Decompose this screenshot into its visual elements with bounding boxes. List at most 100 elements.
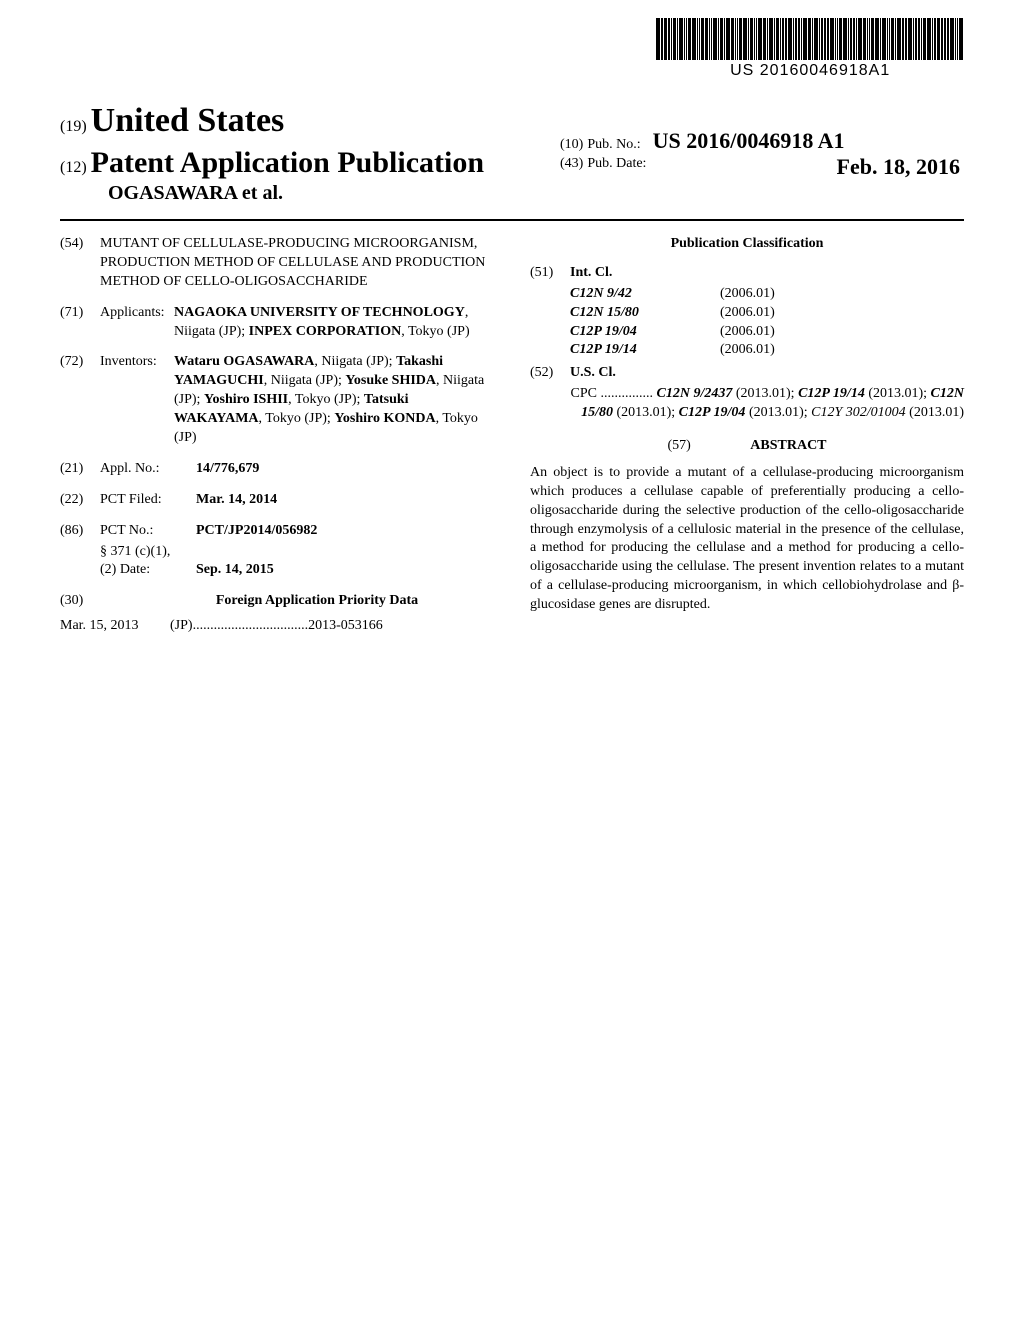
cpc-code: C12P 19/14 <box>798 386 865 401</box>
barcode-bar <box>889 18 890 60</box>
barcode-bar <box>848 18 849 60</box>
num-21: (21) <box>60 460 100 479</box>
applicants-body: NAGAOKA UNIVERSITY OF TECHNOLOGY, Niigat… <box>174 304 494 342</box>
barcode-bar <box>798 18 801 60</box>
barcode-bar <box>795 18 796 60</box>
applicant-1-name: NAGAOKA UNIVERSITY OF TECHNOLOGY <box>174 305 465 320</box>
intcl-row: C12N 15/80(2006.01) <box>570 304 964 323</box>
barcode-bar <box>726 18 730 60</box>
pct-no: PCT/JP2014/056982 <box>196 522 494 541</box>
priority-cc: (JP) <box>170 617 193 636</box>
inv2-loc: , Niigata (JP); <box>264 373 346 388</box>
num-72: (72) <box>60 353 100 447</box>
barcode-bar <box>947 18 948 60</box>
barcode-bar <box>915 18 916 60</box>
barcode-bar <box>869 18 870 60</box>
priority-row: Mar. 15, 2013 (JP) .....................… <box>60 617 494 636</box>
barcode-bar <box>743 18 747 60</box>
barcode-block: US 20160046918A1 <box>656 18 964 80</box>
uscl-label: U.S. Cl. <box>570 364 964 383</box>
barcode-bar <box>858 18 862 60</box>
barcode-bar <box>814 18 818 60</box>
priority-num: 2013-053166 <box>308 617 383 636</box>
priority-date: Mar. 15, 2013 <box>60 617 170 636</box>
num-51: (51) <box>530 264 570 283</box>
pct-filed: Mar. 14, 2014 <box>196 491 494 510</box>
invention-title: MUTANT OF CELLULASE-PRODUCING MICROORGAN… <box>100 235 494 292</box>
inventors-body: Wataru OGASAWARA, Niigata (JP); Takashi … <box>174 353 494 447</box>
cpc-prefix: CPC ............... <box>571 386 657 401</box>
field-371-2: (2) Date: Sep. 14, 2015 <box>60 561 494 580</box>
barcode-bar <box>668 18 669 60</box>
field-57: (57) ABSTRACT <box>530 437 964 456</box>
barcode-bar <box>902 18 903 60</box>
barcode-bar <box>679 18 683 60</box>
barcode-bar <box>824 18 827 60</box>
num-71: (71) <box>60 304 100 342</box>
barcode-bar <box>731 18 734 60</box>
barcode-bar <box>692 18 696 60</box>
barcode-bar <box>891 18 894 60</box>
barcode-bar <box>905 18 908 60</box>
barcode-bar <box>863 18 866 60</box>
pub-no: US 2016/0046918 A1 <box>653 128 845 153</box>
cpc-suffix: (2013.01); <box>732 386 798 401</box>
barcode-bar <box>871 18 874 60</box>
barcode-bar <box>718 18 719 60</box>
barcode-bar <box>944 18 947 60</box>
barcode-bar <box>684 18 685 60</box>
barcode-bar <box>661 18 662 60</box>
pct-filed-label: PCT Filed: <box>100 491 196 510</box>
barcode-bar <box>782 18 783 60</box>
s371-date: Sep. 14, 2015 <box>196 561 494 580</box>
intcl-code: C12P 19/04 <box>570 323 720 342</box>
s371-label: § 371 (c)(1), <box>100 543 196 562</box>
barcode-bar <box>739 18 742 60</box>
priority-dots: ................................. <box>193 617 309 636</box>
inv6-name: Yoshiro KONDA <box>334 411 435 426</box>
barcode-number: US 20160046918A1 <box>656 62 964 80</box>
barcode-bar <box>950 18 954 60</box>
barcode-bar <box>921 18 922 60</box>
barcode-bar <box>821 18 822 60</box>
applicants-label: Applicants: <box>100 304 174 342</box>
right-column: Publication Classification (51) Int. Cl.… <box>530 235 964 648</box>
columns: (54) MUTANT OF CELLULASE-PRODUCING MICRO… <box>60 235 964 648</box>
field-54: (54) MUTANT OF CELLULASE-PRODUCING MICRO… <box>60 235 494 292</box>
appl-no: 14/776,679 <box>196 460 494 479</box>
barcode-bar <box>827 18 828 60</box>
barcode-bar <box>843 18 847 60</box>
barcode-bar <box>812 18 813 60</box>
barcode-bar <box>803 18 807 60</box>
barcode-bar <box>793 18 794 60</box>
barcode-bar <box>835 18 836 60</box>
barcode-bar <box>913 18 914 60</box>
num-86: (86) <box>60 522 100 541</box>
barcode-bar <box>748 18 749 60</box>
barcode-bar <box>664 18 668 60</box>
cpc-line: CPC ............... C12N 9/2437 (2013.01… <box>570 385 964 423</box>
inventors-label: Inventors: <box>100 353 174 447</box>
barcode-bar <box>897 18 901 60</box>
barcode-bar <box>959 18 963 60</box>
field-21: (21) Appl. No.: 14/776,679 <box>60 460 494 479</box>
barcode-bar <box>895 18 896 60</box>
field-19: (19) <box>60 118 87 135</box>
barcode-bar <box>767 18 768 60</box>
barcode-bar <box>763 18 766 60</box>
inv5-loc: , Tokyo (JP); <box>259 411 335 426</box>
barcode-bar <box>837 18 838 60</box>
barcode-bar <box>774 18 775 60</box>
applicant-2-loc: , Tokyo (JP) <box>401 324 469 339</box>
field-52: (52) U.S. Cl. <box>530 364 964 383</box>
field-10: (10) <box>560 137 583 152</box>
barcode-bar <box>788 18 792 60</box>
barcode-bar <box>697 18 698 60</box>
authors-line: OGASAWARA et al. <box>108 182 964 205</box>
intcl-code: C12N 9/42 <box>570 285 720 304</box>
intcl-version: (2006.01) <box>720 341 775 360</box>
cpc-tail: C12Y 302/01004 <box>811 405 906 420</box>
barcode-bar <box>808 18 811 60</box>
barcode-bar <box>853 18 854 60</box>
barcode-bar <box>923 18 926 60</box>
